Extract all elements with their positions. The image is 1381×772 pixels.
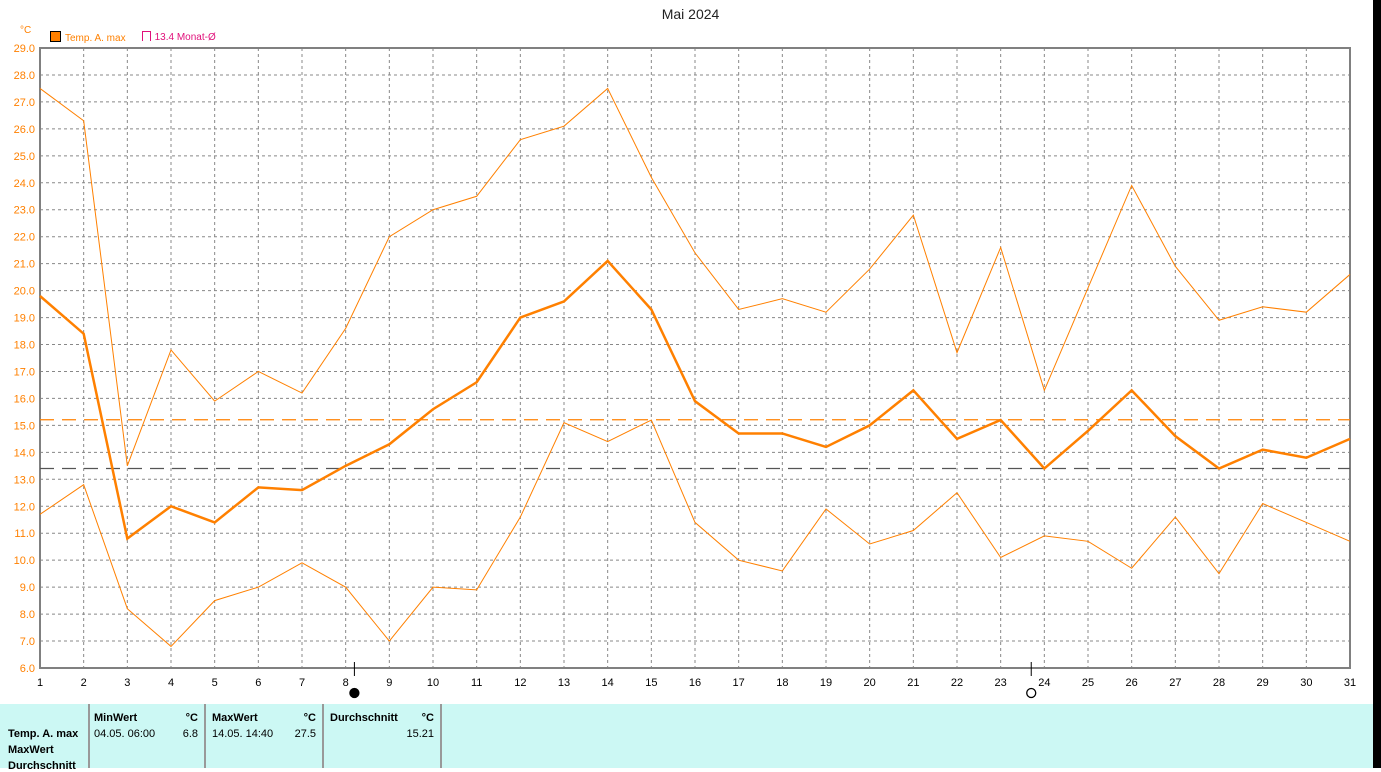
x-tick-label: 3	[124, 677, 130, 689]
y-tick-label: 11.0	[14, 528, 35, 540]
orange-swatch-icon	[50, 31, 61, 42]
y-tick-label: 19.0	[14, 313, 35, 325]
y-tick-label: 23.0	[14, 205, 35, 217]
x-tick-label: 28	[1213, 677, 1225, 689]
y-tick-label: 21.0	[14, 259, 35, 271]
max-value: 27.5	[295, 728, 316, 740]
unit-label: °C	[186, 712, 198, 724]
x-tick-label: 20	[864, 677, 876, 689]
x-tick-label: 7	[299, 677, 305, 689]
x-tick-label: 25	[1082, 677, 1094, 689]
x-tick-label: 2	[81, 677, 87, 689]
legend-label: 13.4 Monat-Ø	[155, 32, 216, 43]
min-column: MinWert °C 04.05. 06:00 6.8	[90, 704, 206, 768]
x-tick-label: 4	[168, 677, 174, 689]
x-tick-label: 8	[343, 677, 349, 689]
x-tick-label: 13	[558, 677, 570, 689]
x-tick-label: 15	[645, 677, 657, 689]
y-tick-label: 15.0	[14, 420, 35, 432]
x-tick-label: 31	[1344, 677, 1356, 689]
x-tick-label: 24	[1038, 677, 1050, 689]
y-tick-label: 29.0	[14, 43, 35, 55]
column-header: MaxWert	[212, 712, 258, 724]
pink-swatch-icon	[142, 31, 151, 41]
y-tick-label: 22.0	[14, 232, 35, 244]
y-tick-label: 13.0	[14, 474, 35, 486]
max-time: 14.05. 14:40	[212, 728, 273, 740]
x-tick-label: 27	[1169, 677, 1181, 689]
x-tick-label: 6	[255, 677, 261, 689]
min-value: 6.8	[183, 728, 198, 740]
x-tick-label: 26	[1126, 677, 1138, 689]
chart-title: Mai 2024	[0, 6, 1381, 22]
legend-item-monthly-avg: 13.4 Monat-Ø	[142, 31, 216, 44]
temperature-chart: 6.0 7.0 8.0 9.0 10.0 11.0 12.0 13.0 14.0 15.0 16.0…	[0, 0, 1381, 704]
y-tick-label: 16.0	[14, 393, 35, 405]
unit-label: °C	[422, 712, 434, 724]
x-tick-label: 18	[776, 677, 788, 689]
x-tick-label: 11	[471, 677, 482, 689]
x-tick-label: 5	[212, 677, 218, 689]
x-tick-label: 19	[820, 677, 832, 689]
x-tick-label: 21	[907, 677, 919, 689]
y-tick-label: 24.0	[14, 178, 35, 190]
y-tick-label: 9.0	[20, 582, 35, 594]
y-tick-label: 12.0	[14, 501, 35, 513]
max-column: MaxWert °C 14.05. 14:40 27.5	[206, 704, 324, 768]
column-header: Durchschnitt	[330, 712, 398, 724]
x-tick-label: 12	[514, 677, 526, 689]
column-header: MinWert	[94, 712, 137, 724]
row-label: Temp. A. max	[8, 728, 78, 740]
y-tick-label: 28.0	[14, 70, 35, 82]
avg-column: Durchschnitt °C 15.21	[324, 704, 442, 768]
x-tick-label: 22	[951, 677, 963, 689]
legend-item-series: Temp. A. max	[50, 31, 126, 44]
avg-value: 15.21	[406, 728, 434, 740]
y-tick-label: 6.0	[20, 663, 35, 675]
x-tick-label: 9	[386, 677, 392, 689]
full-moon-icon	[1027, 689, 1036, 698]
row-label: MaxWert	[8, 744, 54, 756]
unit-label: °C	[304, 712, 316, 724]
x-tick-label: 14	[602, 677, 614, 689]
window-edge	[1373, 0, 1381, 768]
row-labels: Temp. A. max MaxWert Durchschnitt	[0, 704, 90, 768]
min-time: 04.05. 06:00	[94, 728, 155, 740]
y-tick-label: 18.0	[14, 340, 35, 352]
x-tick-label: 23	[995, 677, 1007, 689]
x-tick-label: 30	[1300, 677, 1312, 689]
row-label: Durchschnitt	[8, 760, 76, 772]
y-tick-label: 26.0	[14, 124, 35, 136]
y-tick-label: 14.0	[14, 447, 35, 459]
y-axis-unit: °C	[20, 25, 31, 36]
y-tick-label: 8.0	[20, 609, 35, 621]
y-tick-label: 7.0	[20, 636, 35, 648]
y-tick-label: 25.0	[14, 151, 35, 163]
y-tick-label: 10.0	[14, 555, 35, 567]
stats-table: Temp. A. max MaxWert Durchschnitt MinWer…	[0, 704, 1373, 768]
x-tick-label: 10	[427, 677, 439, 689]
y-tick-label: 20.0	[14, 286, 35, 298]
legend: Temp. A. max 13.4 Monat-Ø	[50, 31, 216, 44]
new-moon-icon	[350, 689, 359, 698]
x-tick-label: 1	[37, 677, 43, 689]
y-tick-label: 17.0	[14, 366, 35, 378]
legend-label: Temp. A. max	[65, 33, 126, 44]
y-tick-label: 27.0	[14, 97, 35, 109]
x-tick-label: 17	[733, 677, 745, 689]
x-tick-label: 16	[689, 677, 701, 689]
x-tick-label: 29	[1257, 677, 1269, 689]
